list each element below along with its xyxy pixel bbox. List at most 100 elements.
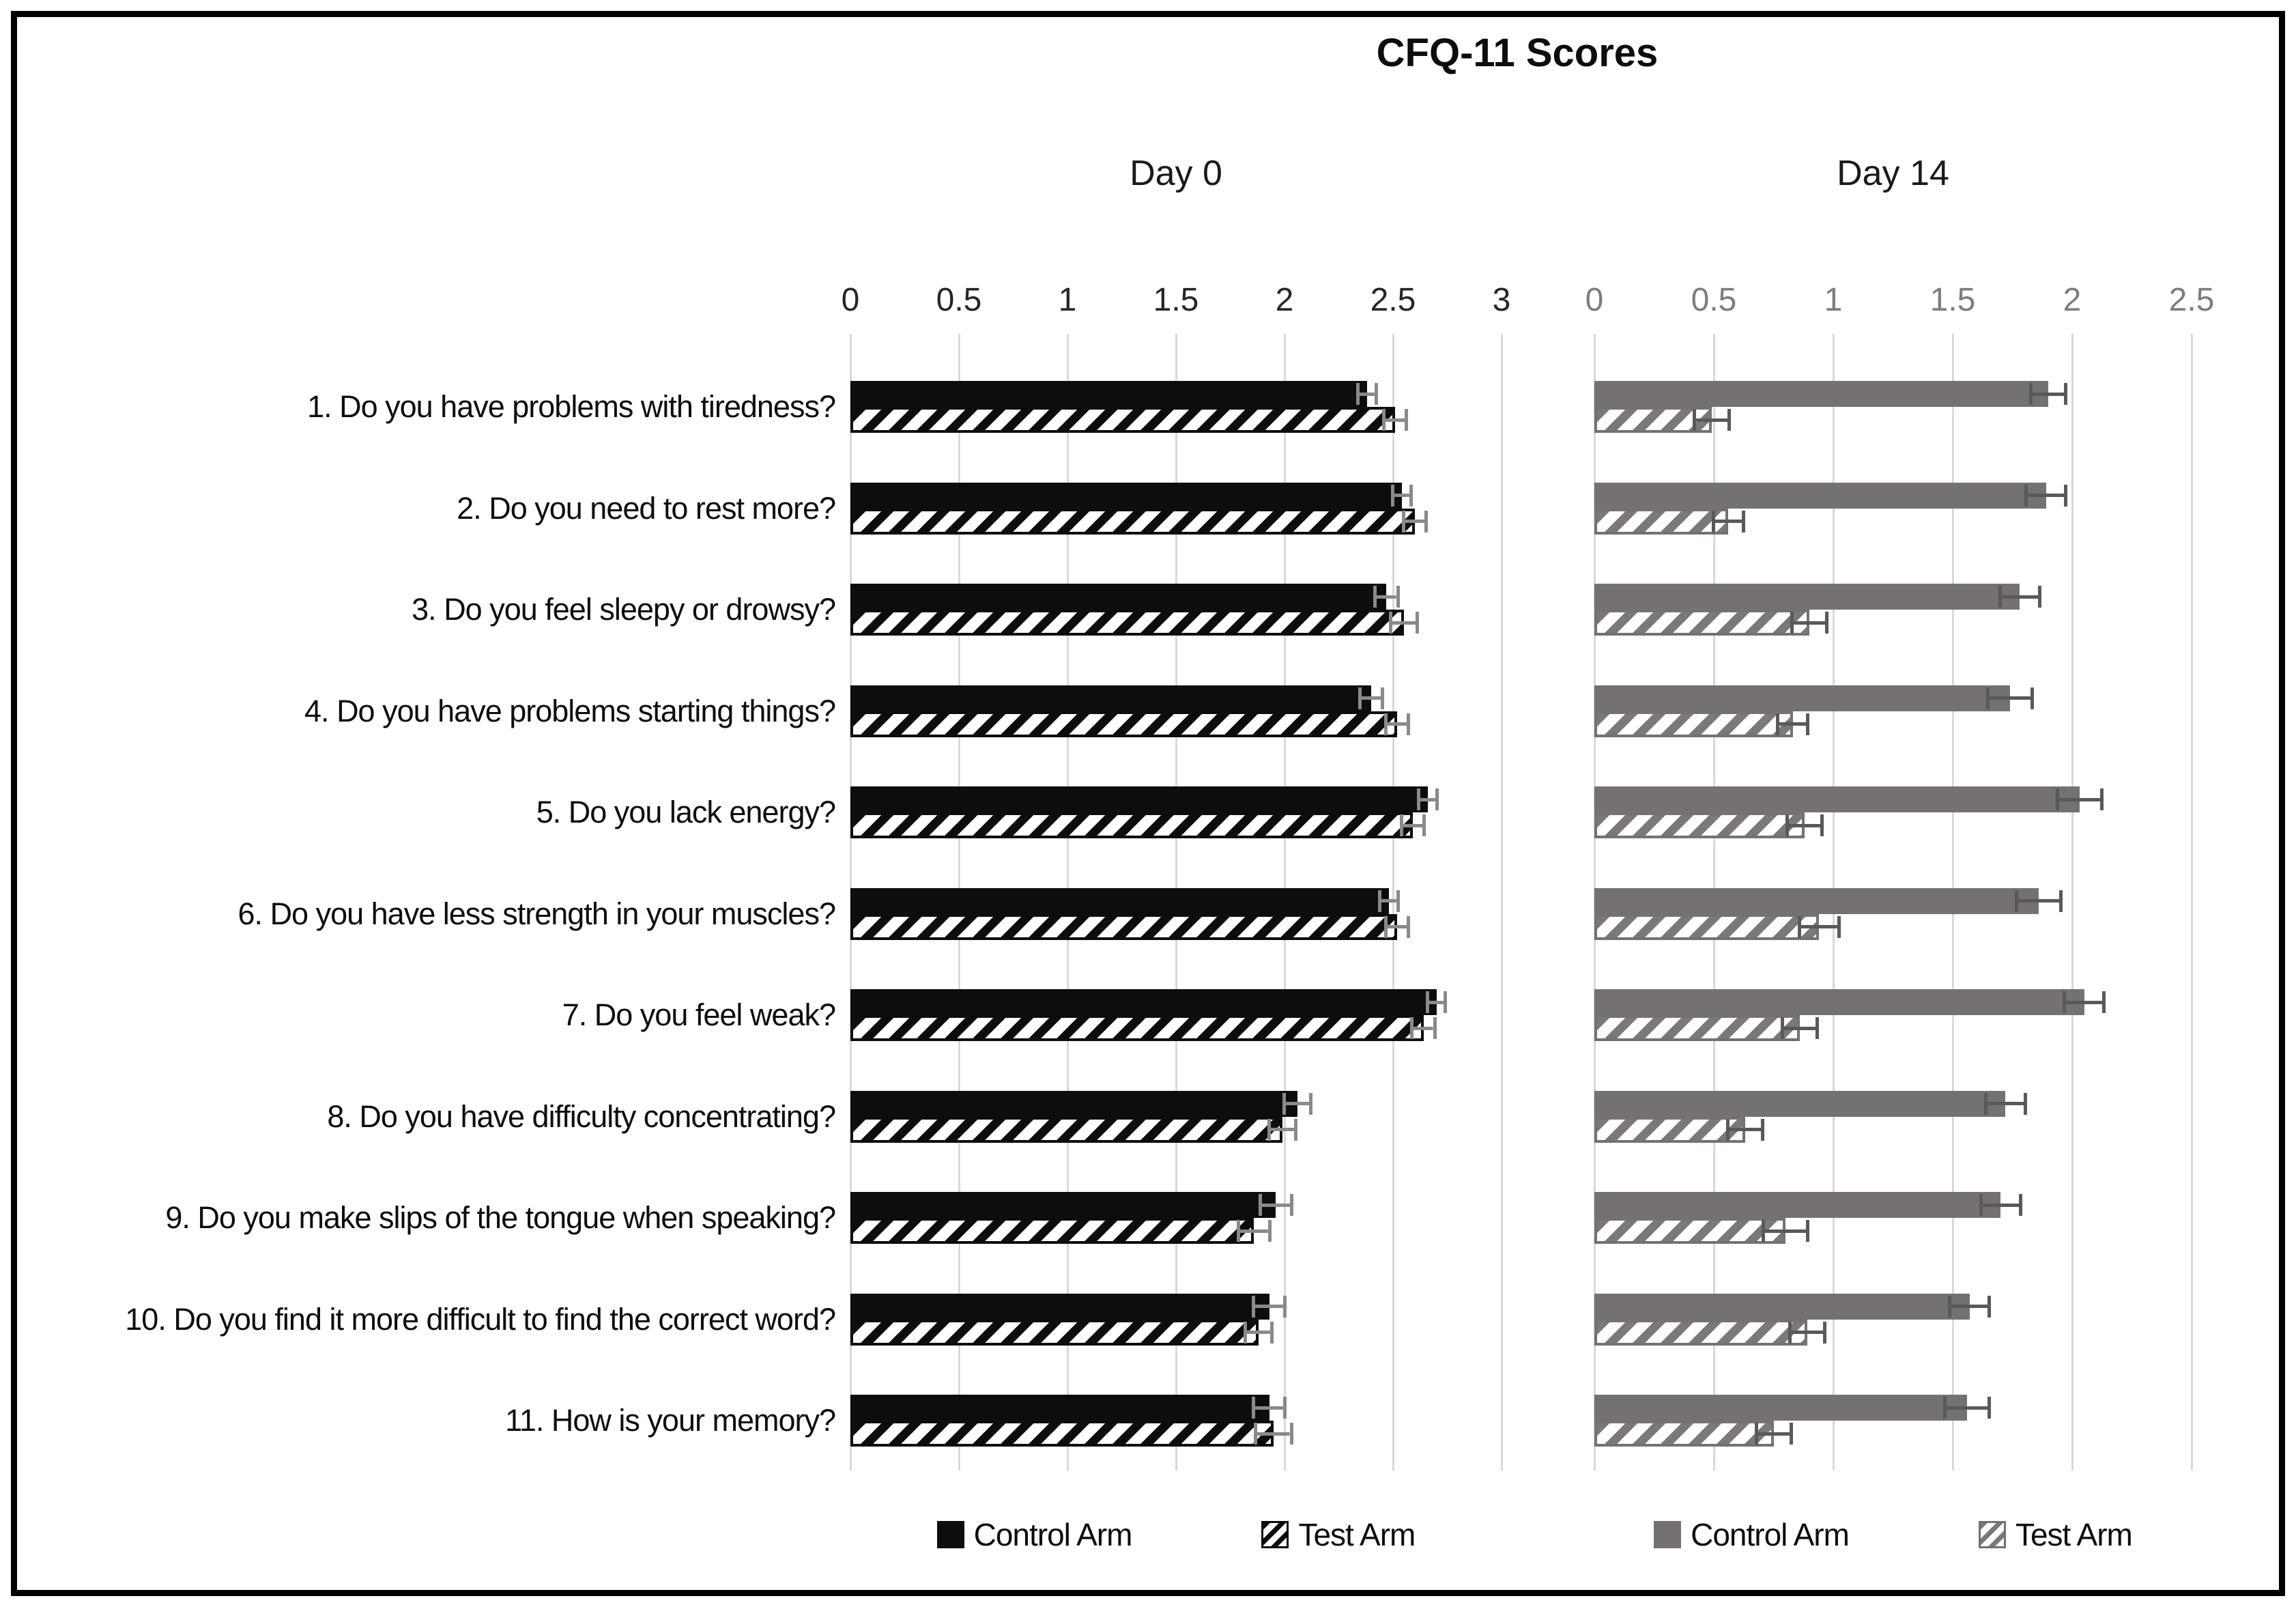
error-bar [1390,484,1413,507]
error-bar [1358,687,1385,709]
day0-test-arm-bar [850,508,1415,535]
day0-control-arm-bar [850,786,1428,812]
axis-ticks-day14: 0 0.5 1 1.5 2 2.5 [1585,281,2215,324]
category-label: 9. Do you make slips of the tongue when … [165,1200,836,1235]
day14-control-arm-bar [1594,887,2039,914]
error-bar [1692,409,1731,431]
plot-day0 [850,334,1503,1470]
legend-day0: Control Arm Test Arm [850,1506,1502,1563]
day14-control-arm-bar [1594,989,2084,1015]
legend-item-control-arm: Control Arm [1654,1516,1850,1553]
category-label: 3. Do you feel sleepy or drowsy? [412,592,836,627]
category-label: 11. How is your memory? [505,1403,836,1438]
day14-test-arm-bar [1594,610,1809,636]
error-bar [1416,788,1439,810]
category-label: 8. Do you have difficulty concentrating? [327,1098,836,1134]
day0-control-arm-bar [850,1395,1269,1421]
axis-ticks-day0: 0 0.5 1 1.5 2 2.5 3 [842,281,1511,324]
chart-title: CFQ-11 Scores [1376,31,1659,75]
day0-test-arm-bar [850,1421,1274,1447]
day0-control-arm-bar [850,887,1389,914]
day0-control-arm-bar [850,685,1372,711]
legend-item-test-arm: Test Arm [1978,1516,2133,1553]
day14-control-arm-bar [1594,1293,1970,1320]
category-label: 4. Do you have problems starting things? [304,693,836,728]
axis-tick-label: 2.5 [2168,282,2215,318]
error-bar [1243,1321,1274,1343]
day14-test-arm-bar [1594,1218,1785,1244]
axis-tick-label: 1.5 [1153,282,1199,318]
day14-control-arm-bar [1594,584,2020,610]
error-bar [2029,383,2067,405]
error-bar [1252,1295,1287,1318]
day0-test-arm-bar [850,610,1404,636]
axis-tick-label: 1 [1824,282,1843,318]
axis-tick-label: 1.5 [1929,282,1976,318]
axis-tick-label: 0 [841,282,860,318]
error-bar [1237,1220,1272,1242]
test-arm-swatch-icon [1978,1521,2006,1548]
error-bar [1425,991,1448,1013]
error-bar [2063,991,2106,1013]
error-bar [1788,1321,1826,1343]
day14-control-arm-bar [1594,786,2080,812]
day0-test-arm-bar [850,913,1398,940]
error-bar [1267,1118,1298,1141]
day14-test-arm-bar [1594,1319,1807,1346]
error-bar [1401,510,1428,532]
day14-control-arm-bar [1594,685,2010,711]
axis-tick-label: 2 [2063,282,2082,318]
legend-day14: Control Arm Test Arm [1594,1506,2192,1563]
error-bar [1948,1295,1991,1318]
error-bar [1762,1220,1809,1242]
error-bar [1781,1017,1819,1039]
error-bar [1254,1423,1293,1445]
error-bar [1410,1017,1437,1039]
error-bar [1399,814,1426,836]
error-bar [1776,713,1809,735]
gridline [2191,334,2193,1470]
day0-test-arm-bar [850,1015,1424,1041]
legend-item-control-arm: Control Arm [936,1516,1132,1553]
error-bar [1797,915,1841,938]
axis-tick-label: 0.5 [1691,282,1737,318]
error-bar [1943,1397,1991,1419]
day14-control-arm-bar [1594,381,2048,407]
day0-test-arm-bar [850,1116,1282,1143]
category-label: 5. Do you lack energy? [536,795,836,829]
control-arm-swatch-icon [1654,1521,1682,1548]
plot-day14 [1594,334,2193,1470]
day0-test-arm-bar [850,407,1396,433]
day0-control-arm-bar [850,584,1387,610]
day14-control-arm-bar [1594,1395,1967,1421]
day0-control-arm-bar [850,381,1367,407]
legend-label: Control Arm [1691,1517,1850,1552]
error-bar [1382,409,1409,431]
error-bar [1252,1397,1287,1419]
category-labels: 1. Do you have problems with tiredness? 2… [0,0,836,1607]
error-bar [1711,510,1745,532]
error-bar [1282,1092,1313,1115]
error-bar [1986,687,2034,709]
axis-tick-label: 3 [1492,282,1511,318]
category-label: 2. Do you need to rest more? [457,490,836,526]
day14-test-arm-bar [1594,913,1819,940]
day14-test-arm-bar [1594,1421,1774,1447]
day0-test-arm-bar [850,1218,1254,1244]
error-bar [1258,1194,1293,1216]
day14-test-arm-bar [1594,812,1805,838]
error-bar [1384,713,1411,735]
legend-label: Test Arm [2015,1517,2133,1552]
day0-control-arm-bar [850,482,1402,509]
legend-label: Test Arm [1298,1517,1416,1552]
day14-test-arm-bar [1594,508,1728,535]
axis-tick-label: 2.5 [1370,282,1416,318]
error-bar [2055,788,2104,810]
day14-test-arm-bar [1594,1116,1745,1143]
category-label: 1. Do you have problems with tiredness? [307,389,836,424]
day0-test-arm-bar [850,711,1398,737]
error-bar [1384,915,1411,938]
gridline [1501,334,1503,1470]
error-bar [1725,1118,1764,1141]
axis-tick-label: 2 [1275,282,1294,318]
